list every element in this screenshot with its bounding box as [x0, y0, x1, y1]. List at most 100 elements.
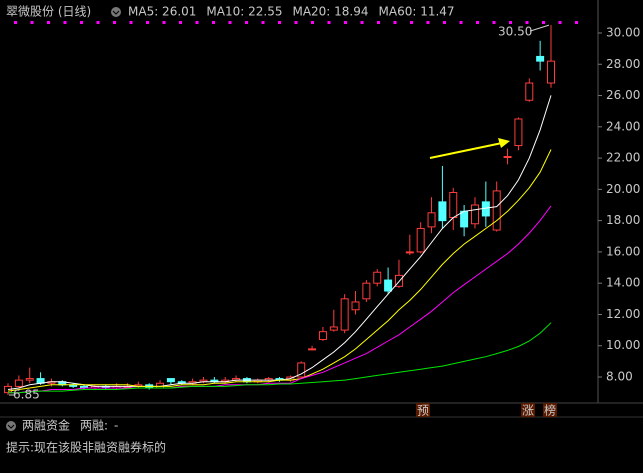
candle-body: [503, 156, 512, 159]
annotation-arrow-head: [498, 138, 510, 148]
y-tick-label: 28.00: [606, 57, 640, 71]
marker-box: [521, 403, 535, 417]
candle-body: [318, 331, 327, 340]
marker: 预: [417, 404, 429, 418]
decor-dot: [426, 21, 430, 24]
decor-dot: [245, 21, 248, 24]
dropdown-arrow: [112, 10, 120, 15]
decor-dot: [410, 21, 413, 24]
decor-dot: [195, 21, 199, 24]
decor-dot: [47, 21, 50, 24]
y-tick-label: 22.00: [606, 151, 640, 165]
candle-body: [470, 204, 479, 225]
annotation-arrow: [429, 142, 503, 159]
decor-dot: [509, 21, 512, 24]
candle-body: [438, 201, 447, 222]
y-tick-label: 12.00: [606, 307, 640, 321]
candle-body: [340, 298, 349, 331]
decor-dot: [558, 21, 562, 24]
y-tick-label: 30.00: [606, 25, 640, 39]
decor-dot: [113, 21, 116, 24]
decor-dot: [443, 21, 446, 24]
legend-entry: MA5: 26.01: [128, 5, 196, 19]
y-tick-label: 26.00: [606, 88, 640, 102]
legend-entry: MA20: 18.94: [292, 5, 368, 19]
decor-dot: [542, 21, 545, 24]
decor-dot: [80, 21, 83, 24]
decor-dot: [96, 21, 100, 24]
decor-dot: [344, 21, 347, 24]
candle-body: [373, 271, 382, 284]
ma-line: [8, 205, 552, 394]
y-tick-label: 18.00: [606, 213, 640, 227]
candle-body: [449, 191, 458, 219]
y-tick-label: 16.00: [606, 244, 640, 258]
y-tick-label: 24.00: [606, 119, 640, 133]
decor-dot: [377, 21, 380, 24]
decor-dot: [459, 21, 463, 24]
candle-body: [14, 379, 23, 387]
candle-body: [536, 55, 545, 62]
margin-value: -: [114, 419, 118, 433]
panel-title: 两融资金: [22, 418, 70, 433]
decor-dot: [360, 21, 364, 24]
candle-body: [384, 279, 393, 292]
decor-dot: [575, 21, 578, 24]
candle-body: [460, 210, 469, 228]
decor-dot: [525, 21, 529, 24]
decor-dot: [311, 21, 314, 24]
decor-dot: [261, 21, 265, 24]
candle-body: [351, 301, 360, 311]
ma-line: [7, 95, 552, 390]
decor-dot: [294, 21, 298, 24]
decor-dot: [162, 21, 166, 24]
low-label: 6.85: [13, 387, 40, 401]
decor-dot: [30, 21, 34, 24]
decor-dot: [476, 21, 479, 24]
high-pointer: [529, 24, 550, 32]
decor-dot: [14, 21, 17, 24]
ma-line: [8, 322, 552, 394]
decor-dot: [179, 21, 182, 24]
candle-body: [514, 118, 523, 147]
decor-dot: [146, 21, 149, 24]
y-tick-label: 14.00: [606, 276, 640, 290]
chart-title: 翠微股份 (日线): [6, 5, 91, 19]
decor-dot: [129, 21, 133, 24]
high-label: 30.50: [498, 25, 532, 39]
hint: 提示:现在该股非融资融券标的: [6, 440, 166, 455]
candle-body: [308, 348, 317, 351]
decor-dot: [63, 21, 67, 24]
marker-box: [543, 403, 557, 417]
candle-body: [547, 60, 555, 84]
candle-body: [492, 190, 501, 231]
y-tick-label: 8.00: [606, 370, 633, 384]
decor-dot: [228, 21, 232, 24]
y-tick-label: 10.00: [606, 338, 640, 352]
candle-body: [25, 378, 34, 381]
legend-entry: MA10: 22.55: [206, 5, 282, 19]
legend-entry: MA60: 11.47: [379, 5, 455, 19]
candle-body: [329, 326, 338, 331]
decor-dot: [327, 21, 331, 24]
candle-body: [405, 251, 414, 254]
candle-body: [166, 378, 175, 383]
candle-body: [416, 227, 425, 253]
collapse-icon[interactable]: [6, 421, 16, 431]
candle-body: [297, 362, 306, 378]
decor-dot: [212, 21, 215, 24]
margin-label: 两融:: [80, 419, 108, 433]
collapse-arrow: [7, 424, 15, 429]
candle-body: [362, 282, 371, 300]
marker: 涨: [522, 403, 534, 418]
decor-dot: [393, 21, 397, 24]
ma-line: [7, 149, 552, 392]
decor-dot: [492, 21, 496, 24]
candle-body: [394, 274, 403, 287]
candle-body: [525, 82, 534, 101]
candle-body: [427, 212, 436, 228]
marker-box: [416, 403, 430, 417]
marker: 榜: [544, 403, 556, 418]
dropdown-icon[interactable]: [111, 7, 121, 17]
